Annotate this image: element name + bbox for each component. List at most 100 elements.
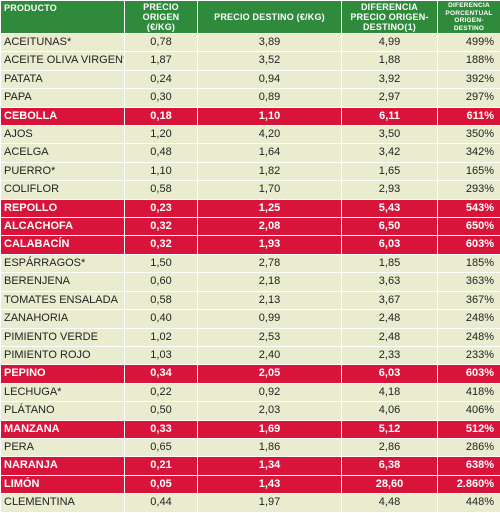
cell-destination-price: 1,64 [198,144,342,162]
cell-percent-difference: 512% [438,420,500,438]
cell-product: PEPINO [1,365,125,383]
cell-destination-price: 1,10 [198,107,342,125]
cell-percent-difference: 367% [438,291,500,309]
cell-percent-difference: 2.860% [438,475,500,493]
cell-destination-price: 2,40 [198,346,342,364]
cell-destination-price: 1,97 [198,494,342,512]
cell-origin-price: 0,30 [125,89,198,107]
cell-product: PIMIENTO ROJO [1,346,125,364]
cell-percent-difference: 363% [438,273,500,291]
cell-percent-difference: 638% [438,457,500,475]
cell-destination-price: 0,92 [198,383,342,401]
cell-product: PUERRO* [1,162,125,180]
cell-destination-price: 2,18 [198,273,342,291]
cell-percent-difference: 418% [438,383,500,401]
cell-destination-price: 2,78 [198,254,342,272]
cell-product: PLÁTANO [1,402,125,420]
cell-product: LIMÓN [1,475,125,493]
cell-percent-difference: 185% [438,254,500,272]
cell-origin-price: 0,44 [125,494,198,512]
cell-percent-difference: 286% [438,438,500,456]
cell-difference: 5,43 [342,199,438,217]
cell-difference: 5,12 [342,420,438,438]
cell-destination-price: 1,25 [198,199,342,217]
cell-origin-price: 0,65 [125,438,198,456]
cell-origin-price: 0,23 [125,199,198,217]
cell-origin-price: 0,60 [125,273,198,291]
cell-percent-difference: 293% [438,181,500,199]
cell-product: CEBOLLA [1,107,125,125]
cell-product: TOMATES ENSALADA [1,291,125,309]
cell-origin-price: 1,50 [125,254,198,272]
table-header-row: PRODUCTO PRECIO ORIGEN (€/kg) PRECIO DES… [1,1,500,34]
cell-product: ACEITE OLIVA VIRGEN* [1,52,125,70]
cell-destination-price: 3,89 [198,34,342,52]
cell-destination-price: 3,52 [198,52,342,70]
cell-difference: 2,97 [342,89,438,107]
cell-difference: 6,11 [342,107,438,125]
cell-origin-price: 0,32 [125,236,198,254]
cell-origin-price: 0,78 [125,34,198,52]
cell-difference: 28,60 [342,475,438,493]
cell-product: BERENJENA [1,273,125,291]
cell-product: ZANAHORIA [1,310,125,328]
cell-product: AJOS [1,126,125,144]
header-percent-difference: DIFERENCIA PORCENTUAL ORIGEN-DESTINO [438,1,500,34]
cell-destination-price: 2,08 [198,218,342,236]
cell-origin-price: 0,32 [125,218,198,236]
cell-origin-price: 0,05 [125,475,198,493]
cell-destination-price: 1,34 [198,457,342,475]
cell-origin-price: 1,02 [125,328,198,346]
cell-origin-price: 0,58 [125,181,198,199]
cell-percent-difference: 350% [438,126,500,144]
cell-origin-price: 1,20 [125,126,198,144]
cell-origin-price: 0,48 [125,144,198,162]
cell-difference: 1,88 [342,52,438,70]
cell-product: CLEMENTINA [1,494,125,512]
cell-difference: 4,99 [342,34,438,52]
cell-origin-price: 1,87 [125,52,198,70]
cell-percent-difference: 233% [438,346,500,364]
cell-product: PERA [1,438,125,456]
cell-difference: 2,48 [342,328,438,346]
cell-origin-price: 0,40 [125,310,198,328]
cell-difference: 2,48 [342,310,438,328]
cell-percent-difference: 543% [438,199,500,217]
cell-product: ACELGA [1,144,125,162]
cell-destination-price: 2,05 [198,365,342,383]
cell-percent-difference: 611% [438,107,500,125]
cell-percent-difference: 392% [438,70,500,88]
cell-percent-difference: 603% [438,365,500,383]
cell-difference: 4,06 [342,402,438,420]
cell-difference: 3,50 [342,126,438,144]
cell-product: ACEITUNAS* [1,34,125,52]
cell-percent-difference: 448% [438,494,500,512]
cell-percent-difference: 342% [438,144,500,162]
header-product: PRODUCTO [1,1,125,34]
cell-product: LECHUGA* [1,383,125,401]
cell-origin-price: 0,24 [125,70,198,88]
cell-product: PAPA [1,89,125,107]
cell-difference: 2,86 [342,438,438,456]
cell-difference: 1,65 [342,162,438,180]
cell-difference: 6,50 [342,218,438,236]
cell-destination-price: 1,69 [198,420,342,438]
cell-product: NARANJA [1,457,125,475]
